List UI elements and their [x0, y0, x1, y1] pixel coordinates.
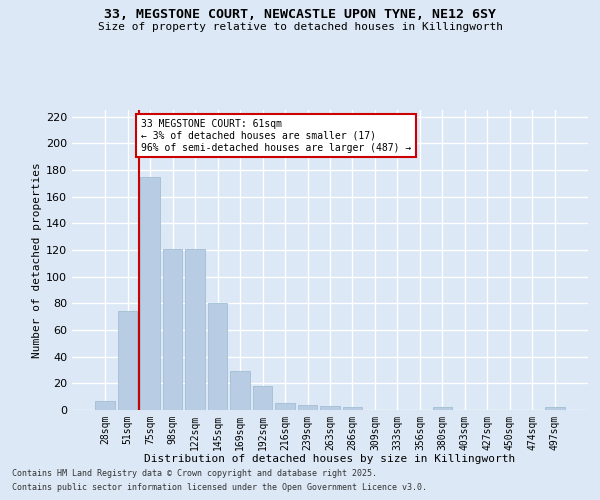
- Bar: [208, 304, 227, 410]
- X-axis label: Distribution of detached houses by size in Killingworth: Distribution of detached houses by size …: [145, 454, 515, 464]
- Bar: [545, 408, 565, 410]
- Text: Contains public sector information licensed under the Open Government Licence v3: Contains public sector information licen…: [12, 484, 427, 492]
- Text: 33 MEGSTONE COURT: 61sqm
← 3% of detached houses are smaller (17)
96% of semi-de: 33 MEGSTONE COURT: 61sqm ← 3% of detache…: [141, 120, 411, 152]
- Bar: [140, 176, 160, 410]
- Bar: [433, 408, 452, 410]
- Bar: [298, 404, 317, 410]
- Text: Contains HM Land Registry data © Crown copyright and database right 2025.: Contains HM Land Registry data © Crown c…: [12, 468, 377, 477]
- Text: Size of property relative to detached houses in Killingworth: Size of property relative to detached ho…: [97, 22, 503, 32]
- Bar: [253, 386, 272, 410]
- Bar: [95, 400, 115, 410]
- Bar: [185, 248, 205, 410]
- Bar: [118, 312, 137, 410]
- Bar: [320, 406, 340, 410]
- Y-axis label: Number of detached properties: Number of detached properties: [32, 162, 42, 358]
- Bar: [230, 372, 250, 410]
- Text: 33, MEGSTONE COURT, NEWCASTLE UPON TYNE, NE12 6SY: 33, MEGSTONE COURT, NEWCASTLE UPON TYNE,…: [104, 8, 496, 20]
- Bar: [343, 408, 362, 410]
- Bar: [163, 248, 182, 410]
- Bar: [275, 404, 295, 410]
